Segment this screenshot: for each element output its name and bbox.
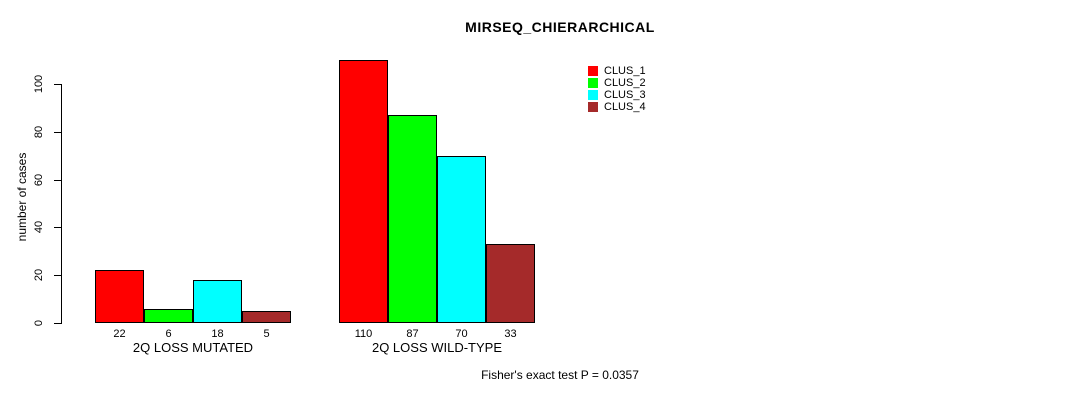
bar-value-label: 70 (455, 328, 468, 340)
y-tick (54, 84, 61, 85)
y-axis-label: number of cases (15, 152, 29, 242)
y-tick-label: 0 (33, 319, 45, 327)
bar-clus_2-group2 (388, 115, 437, 323)
bar-clus_4-group2 (486, 244, 535, 323)
y-tick (54, 180, 61, 181)
y-tick (54, 227, 61, 228)
bar-clus_1-group2 (339, 60, 388, 323)
bar-value-label: 6 (165, 328, 172, 340)
y-tick-label: 80 (33, 125, 45, 139)
bar-value-label: 22 (113, 328, 126, 340)
bar-clus_3-group1 (193, 280, 242, 323)
bar-value-label: 87 (406, 328, 419, 340)
y-tick (54, 132, 61, 133)
x-category-label: 2Q LOSS WILD-TYPE (371, 340, 503, 355)
y-tick (54, 275, 61, 276)
bar-value-label: 110 (354, 328, 373, 340)
bar-clus_4-group1 (242, 311, 291, 323)
chart-title: MIRSEQ_CHIERARCHICAL (465, 19, 655, 35)
bar-value-label: 5 (263, 328, 270, 340)
bar-clus_1-group1 (95, 270, 144, 323)
legend-swatch-clus_2-icon (588, 78, 598, 88)
fishers-test-annotation: Fisher's exact test P = 0.0357 (481, 368, 639, 382)
legend-label: CLUS_2 (604, 77, 646, 89)
legend-label: CLUS_3 (604, 89, 646, 101)
legend-swatch-clus_4-icon (588, 102, 598, 112)
y-tick-label: 60 (33, 173, 45, 187)
y-tick-label: 40 (33, 220, 45, 234)
bar-clus_2-group1 (144, 309, 193, 323)
legend-swatch-clus_3-icon (588, 90, 598, 100)
y-tick (54, 323, 61, 324)
y-tick-label: 100 (33, 74, 45, 94)
legend-swatch-clus_1-icon (588, 66, 598, 76)
x-category-label: 2Q LOSS MUTATED (132, 340, 254, 355)
y-axis-line (61, 84, 62, 324)
bar-value-label: 33 (504, 328, 517, 340)
y-tick-label: 20 (33, 268, 45, 282)
legend-label: CLUS_1 (604, 65, 646, 77)
bar-clus_3-group2 (437, 156, 486, 323)
legend-label: CLUS_4 (604, 101, 646, 113)
bar-value-label: 18 (211, 328, 224, 340)
